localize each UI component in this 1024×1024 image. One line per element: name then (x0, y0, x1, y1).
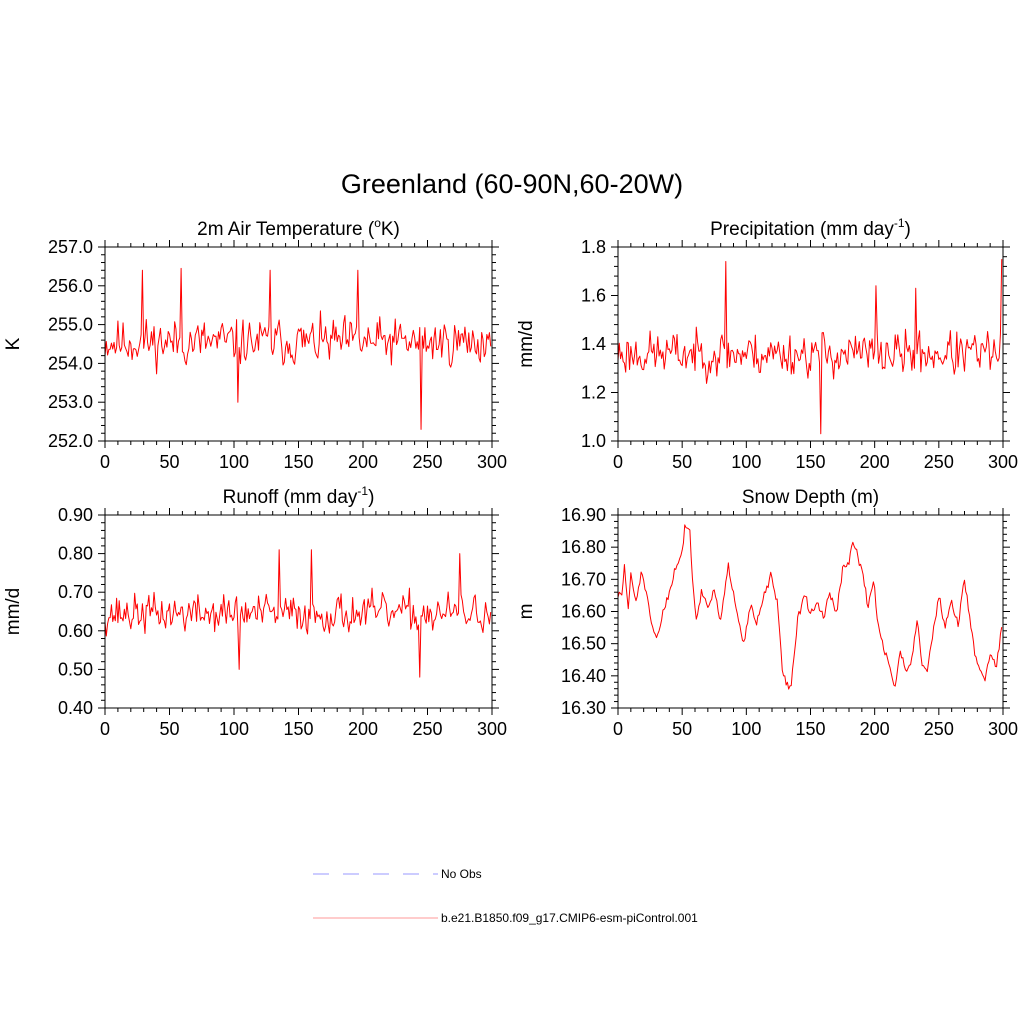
x-tick-label: 250 (924, 719, 954, 739)
x-tick-label: 100 (731, 719, 761, 739)
panel-1: 2m Air Temperature (oK) K 0 50 100 150 200 250 3… (3, 216, 507, 472)
y-tick-label: 16.70 (561, 569, 606, 589)
x-tick-label: 0 (100, 719, 110, 739)
y-tick-label: 0.50 (58, 659, 93, 679)
series-line (104, 267, 492, 430)
y-tick-label: 255.0 (48, 315, 93, 335)
panel-title: Runoff (mm day-1) (223, 484, 375, 508)
x-tick-label: 0 (613, 719, 623, 739)
panel-title-superscript: -1 (357, 484, 368, 498)
x-tick-label: 50 (672, 452, 692, 472)
panel-title-main: Runoff (mm day (223, 487, 358, 508)
x-tick-label: 100 (219, 719, 249, 739)
y-tick-label: 1.6 (581, 286, 606, 306)
x-tick-label: 250 (924, 452, 954, 472)
y-tick-label: 256.0 (48, 276, 93, 296)
panel-title: Snow Depth (m) (742, 487, 879, 508)
series-line (104, 549, 492, 678)
y-tick-label: 16.60 (561, 602, 606, 622)
y-axis-label: m (516, 604, 537, 620)
panels-group: 2m Air Temperature (oK) K 0 50 100 150 200 250 3… (3, 216, 1018, 739)
y-axis-label: mm/d (3, 588, 24, 636)
panel-title: Precipitation (mm day-1) (710, 216, 911, 240)
x-axis-ticks: 0 50 100 150 200 250 300 (100, 508, 507, 739)
y-axis-label: mm/d (516, 320, 537, 368)
x-tick-label: 150 (795, 452, 825, 472)
y-axis-ticks: 252.0 253.0 254.0 255.0 256.0 257.0 (48, 237, 499, 451)
x-tick-label: 250 (412, 719, 442, 739)
x-tick-label: 150 (795, 719, 825, 739)
x-tick-label: 300 (477, 452, 507, 472)
plot-frame (617, 246, 1004, 442)
x-axis-ticks: 0 50 100 150 200 250 300 (613, 508, 1018, 739)
y-tick-label: 0.40 (58, 698, 93, 718)
y-tick-label: 16.30 (561, 698, 606, 718)
legend-label-model: b.e21.B1850.f09_g17.CMIP6-esm-piControl.… (441, 911, 698, 925)
x-tick-label: 150 (283, 719, 313, 739)
panel-title-superscript: o (374, 216, 381, 230)
x-tick-label: 50 (672, 719, 692, 739)
x-tick-label: 300 (988, 719, 1018, 739)
y-tick-label: 16.50 (561, 634, 606, 654)
y-axis-label: K (3, 337, 24, 350)
y-tick-label: 0.90 (58, 505, 93, 525)
panel-title-main: Precipitation (mm day (710, 219, 894, 240)
panel-4: Snow Depth (m)m0 50 100 150 200 250 30016.3016… (516, 487, 1018, 739)
y-tick-label: 253.0 (48, 392, 93, 412)
x-tick-label: 200 (348, 452, 378, 472)
series-line (617, 524, 1003, 690)
panel-title-superscript: -1 (894, 216, 905, 230)
panel-3: Runoff (mm day-1)mm/d0 50 100 150 200 250 3000… (3, 484, 507, 739)
panel-title-tail: ) (905, 219, 911, 240)
x-tick-label: 300 (477, 719, 507, 739)
panel-2: Precipitation (mm day-1) mm/d 0 50 100 150 200… (516, 216, 1018, 472)
y-tick-label: 254.0 (48, 353, 93, 373)
x-tick-label: 50 (159, 719, 179, 739)
x-axis-ticks: 0 50 100 150 200 250 300 (613, 240, 1018, 472)
x-tick-label: 100 (219, 452, 249, 472)
y-tick-label: 1.2 (581, 383, 606, 403)
x-tick-label: 200 (860, 719, 890, 739)
x-tick-label: 300 (988, 452, 1018, 472)
y-tick-label: 1.0 (581, 431, 606, 451)
y-tick-label: 1.8 (581, 237, 606, 257)
legend: No Obs b.e21.B1850.f09_g17.CMIP6-esm-piC… (313, 867, 698, 925)
x-tick-label: 250 (412, 452, 442, 472)
figure-title: Greenland (60-90N,60-20W) (341, 169, 683, 199)
y-tick-label: 16.80 (561, 537, 606, 557)
legend-label-no-obs: No Obs (441, 867, 482, 881)
y-axis-ticks: 1.0 1.2 1.4 1.6 1.8 (581, 237, 1010, 451)
plot-frame (617, 514, 1004, 709)
y-tick-label: 16.90 (561, 505, 606, 525)
y-tick-label: 16.40 (561, 666, 606, 686)
y-tick-label: 0.60 (58, 621, 93, 641)
y-tick-label: 0.70 (58, 582, 93, 602)
x-axis-ticks: 0 50 100 150 200 250 300 (100, 240, 507, 472)
y-axis-ticks: 16.30 16.40 16.50 16.60 16.70 16.80 16.90 (561, 505, 1010, 718)
panel-title-main: Snow Depth (m) (742, 487, 879, 508)
panel-title-main: 2m Air Temperature ( (197, 219, 375, 240)
y-tick-label: 252.0 (48, 431, 93, 451)
panel-title: 2m Air Temperature (oK) (197, 216, 400, 240)
x-tick-label: 200 (348, 719, 378, 739)
y-tick-label: 257.0 (48, 237, 93, 257)
series-line (617, 259, 1003, 435)
x-tick-label: 50 (159, 452, 179, 472)
panel-title-tail: K) (381, 219, 400, 240)
y-tick-label: 0.80 (58, 544, 93, 564)
y-axis-ticks: 0.40 0.50 0.60 0.70 0.80 0.90 (58, 505, 499, 718)
x-tick-label: 150 (283, 452, 313, 472)
x-tick-label: 200 (860, 452, 890, 472)
y-tick-label: 1.4 (581, 334, 606, 354)
x-tick-label: 0 (613, 452, 623, 472)
panel-title-tail: ) (368, 487, 374, 508)
x-tick-label: 100 (731, 452, 761, 472)
x-tick-label: 0 (100, 452, 110, 472)
